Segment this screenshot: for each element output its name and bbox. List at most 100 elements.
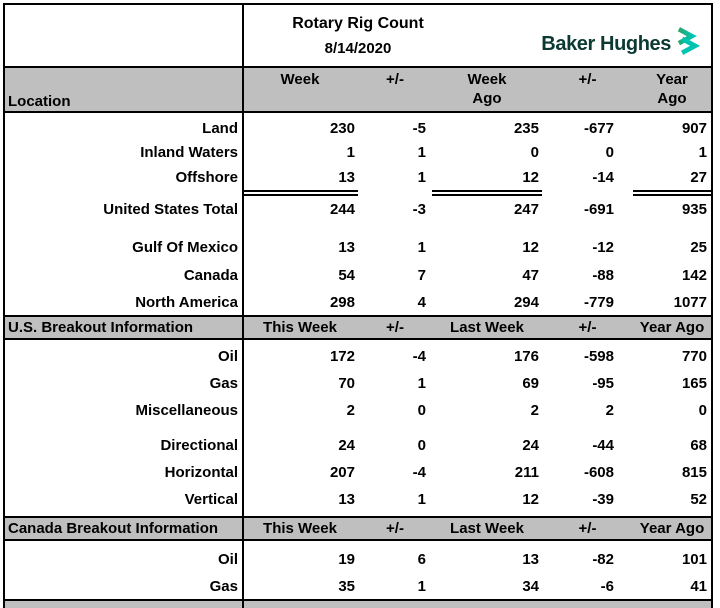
row-label: Miscellaneous bbox=[135, 402, 238, 419]
cell-year-ago: 1 bbox=[698, 144, 707, 161]
table-row-us-gas: Gas 70 1 69 -95 165 bbox=[5, 370, 711, 397]
column-header-location: Location bbox=[8, 93, 71, 110]
table-row-horizontal: Horizontal 207 -4 211 -608 815 bbox=[5, 459, 711, 486]
cell-change: 1 bbox=[417, 375, 426, 392]
report-table: Rotary Rig Count 8/14/2020 Baker Hughes bbox=[3, 3, 713, 608]
cell-year-ago: 68 bbox=[690, 437, 707, 454]
cell-week-ago: 12 bbox=[522, 168, 539, 186]
cell-change-year: -12 bbox=[592, 238, 614, 256]
cell-this-week: 24 bbox=[338, 437, 355, 454]
cell-change: 7 bbox=[417, 266, 426, 284]
row-label: Gas bbox=[209, 375, 238, 392]
cell-week: 13 bbox=[338, 238, 355, 256]
cell-last-week: 211 bbox=[514, 464, 539, 481]
cell-change-year: 2 bbox=[605, 402, 614, 419]
cell-this-week: 13 bbox=[338, 491, 355, 508]
table-row-us-miscellaneous: Miscellaneous 2 0 2 2 0 bbox=[5, 397, 711, 424]
cell-year-ago: 165 bbox=[681, 375, 707, 392]
cell-change-year: -598 bbox=[583, 348, 614, 365]
total-separator-rule bbox=[5, 189, 711, 197]
brand-name: Baker Hughes bbox=[541, 32, 671, 55]
cell-year-ago: 0 bbox=[698, 402, 707, 419]
cell-last-week: 24 bbox=[522, 437, 539, 454]
summary-section: Land 230 -5 235 -677 907 Inland Waters 1… bbox=[5, 113, 711, 315]
canada-breakout-section: Oil 19 6 13 -82 101 Gas 35 1 34 -6 41 bbox=[5, 541, 711, 599]
cell-year-ago: 1077 bbox=[673, 293, 707, 311]
column-header-change: +/- bbox=[386, 520, 404, 537]
column-header-year-ago: Year Ago bbox=[639, 520, 705, 537]
canada-breakout-header-row: Canada Breakout Information This Week +/… bbox=[5, 516, 711, 541]
cell-change: 6 bbox=[417, 551, 426, 568]
cell-change-year: -14 bbox=[592, 168, 614, 186]
section-title: U.S. Breakout Information bbox=[8, 319, 194, 336]
row-label: Canada bbox=[183, 266, 238, 284]
row-label: Offshore bbox=[175, 168, 238, 186]
table-row-canada-gas: Gas 35 1 34 -6 41 bbox=[5, 573, 711, 599]
us-breakout-header-row: U.S. Breakout Information This Week +/- … bbox=[5, 315, 711, 340]
table-row-vertical: Vertical 13 1 12 -39 52 bbox=[5, 486, 711, 513]
cell-change: -4 bbox=[412, 464, 426, 481]
cell-week: 13 bbox=[338, 168, 355, 186]
column-header-last-week: Last Week bbox=[450, 319, 524, 336]
column-header-row: Location Week +/- Week Ago +/- Year Ago bbox=[5, 66, 711, 113]
cell-change-year: -779 bbox=[583, 293, 614, 311]
cell-this-week: 35 bbox=[338, 577, 355, 595]
table-row-land: Land 230 -5 235 -677 907 bbox=[5, 116, 711, 140]
cell-change: 0 bbox=[417, 402, 426, 419]
cell-year-ago: 52 bbox=[690, 491, 707, 508]
cell-week-ago: 0 bbox=[530, 144, 539, 161]
table-row-offshore: Offshore 13 1 12 -14 27 bbox=[5, 165, 711, 189]
cell-year-ago: 142 bbox=[681, 266, 707, 284]
cell-change: 0 bbox=[417, 437, 426, 454]
cell-change-year: -95 bbox=[592, 375, 614, 392]
cell-this-week: 207 bbox=[329, 464, 355, 481]
cell-week: 1 bbox=[346, 144, 355, 161]
cell-change-year: 0 bbox=[605, 144, 614, 161]
column-header-change: +/- bbox=[386, 71, 404, 88]
section-title: Canada Breakout Information bbox=[8, 520, 219, 537]
cell-week-ago: 12 bbox=[522, 238, 539, 256]
column-header-change-year: +/- bbox=[578, 319, 597, 336]
cell-change-year: -82 bbox=[592, 551, 614, 568]
row-label: North America bbox=[135, 293, 238, 311]
table-row-canada-oil: Oil 19 6 13 -82 101 bbox=[5, 546, 711, 573]
row-label: Inland Waters bbox=[140, 144, 238, 161]
cell-change: 1 bbox=[417, 168, 426, 186]
cell-year-ago: 41 bbox=[690, 577, 707, 595]
column-header-week: Week bbox=[280, 71, 320, 88]
cell-year-ago: 101 bbox=[681, 551, 707, 568]
cell-change-year: -691 bbox=[583, 200, 614, 218]
column-header-week-ago: Week Ago bbox=[467, 71, 507, 107]
cell-this-week: 19 bbox=[338, 551, 355, 568]
cell-year-ago: 935 bbox=[681, 200, 707, 218]
cell-change: 1 bbox=[417, 577, 426, 595]
cell-last-week: 34 bbox=[522, 577, 539, 595]
row-label: Directional bbox=[160, 437, 238, 454]
cell-change-year: -88 bbox=[592, 266, 614, 284]
double-rule bbox=[242, 190, 358, 196]
cell-week: 244 bbox=[329, 200, 355, 218]
table-row-inland-waters: Inland Waters 1 1 0 0 1 bbox=[5, 140, 711, 165]
double-rule bbox=[432, 190, 542, 196]
cell-this-week: 70 bbox=[338, 375, 355, 392]
column-header-last-week: Last Week bbox=[450, 520, 524, 537]
cell-change: -4 bbox=[412, 348, 426, 365]
cell-week: 230 bbox=[329, 119, 355, 137]
cell-week-ago: 47 bbox=[522, 266, 539, 284]
next-section-header-cutoff bbox=[5, 599, 711, 608]
table-row-us-oil: Oil 172 -4 176 -598 770 bbox=[5, 343, 711, 370]
spacer bbox=[5, 221, 711, 233]
cell-change-year: -608 bbox=[583, 464, 614, 481]
cell-this-week: 2 bbox=[346, 402, 355, 419]
column-header-year-ago: Year Ago bbox=[639, 319, 705, 336]
cell-week-ago: 294 bbox=[513, 293, 539, 311]
page-title: Rotary Rig Count bbox=[292, 15, 424, 32]
row-label: Land bbox=[202, 119, 238, 137]
row-label: Oil bbox=[217, 348, 238, 365]
cell-week-ago: 235 bbox=[513, 119, 539, 137]
cell-change: 1 bbox=[417, 491, 426, 508]
column-header-this-week: This Week bbox=[263, 319, 337, 336]
column-header-change-year: +/- bbox=[578, 520, 597, 537]
cell-change-year: -44 bbox=[592, 437, 614, 454]
